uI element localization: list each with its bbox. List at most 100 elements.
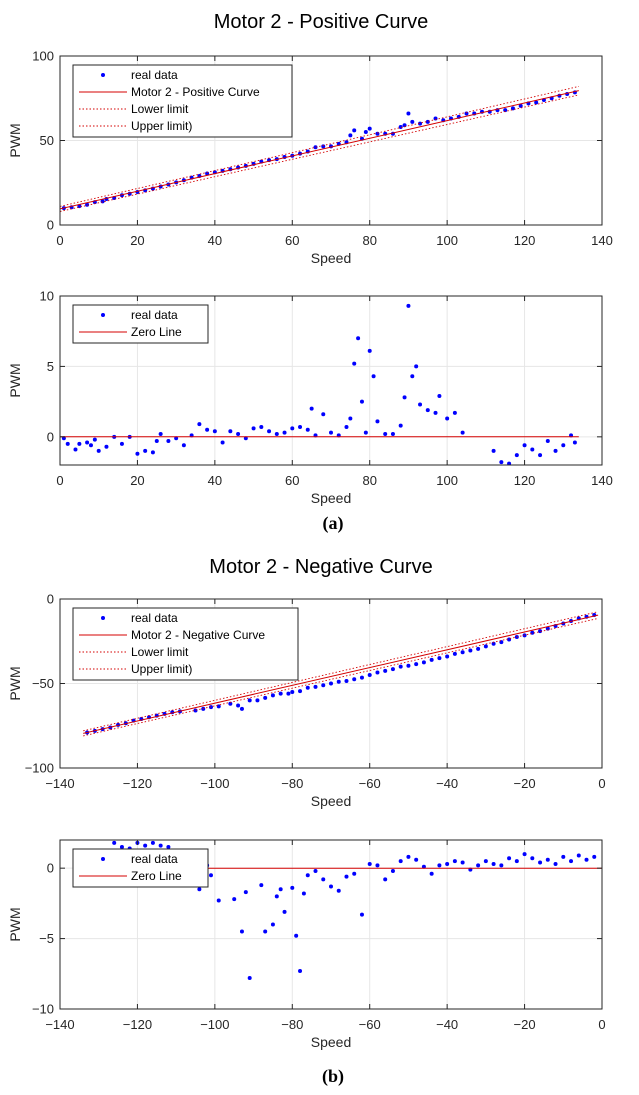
data-point [375, 670, 380, 675]
data-point [522, 443, 527, 448]
data-point [298, 689, 303, 694]
data-point [538, 629, 543, 634]
data-point [514, 859, 519, 864]
x-tick-label: 100 [436, 473, 458, 488]
data-point [510, 106, 515, 111]
data-point [309, 406, 314, 411]
data-point [239, 929, 244, 934]
data-point [545, 626, 550, 631]
data-point [553, 448, 558, 453]
data-point [220, 440, 225, 445]
data-point [545, 439, 550, 444]
data-point [286, 691, 291, 696]
data-point [418, 121, 423, 126]
data-point [437, 393, 442, 398]
chart-title: Motor 2 - Negative Curve [209, 556, 432, 578]
y-axis-label: PWM [7, 363, 23, 397]
legend-label: Upper limit) [131, 662, 192, 676]
data-point [73, 447, 78, 452]
data-point [290, 885, 295, 890]
data-point [92, 437, 97, 442]
data-point [491, 448, 496, 453]
data-point [259, 424, 264, 429]
data-point [367, 861, 372, 866]
data-point [348, 133, 353, 138]
data-point [452, 651, 457, 656]
data-point [514, 453, 519, 458]
data-point [468, 648, 473, 653]
data-point [414, 857, 419, 862]
figure-caption: (a) [323, 513, 344, 534]
data-point [216, 898, 221, 903]
data-point [371, 374, 376, 379]
legend: real data Motor 2 - Positive Curve Lower l… [72, 64, 293, 138]
data-point [158, 432, 163, 437]
data-point [414, 662, 419, 667]
data-point [367, 348, 372, 353]
data-point [530, 447, 535, 452]
x-tick-label: 140 [591, 473, 613, 488]
data-point [561, 443, 566, 448]
data-point [88, 443, 93, 448]
data-point [119, 845, 124, 850]
data-point [321, 683, 326, 688]
legend-label: Zero Line [131, 325, 182, 339]
x-tick-label: −140 [45, 776, 74, 791]
data-point [232, 897, 237, 902]
legend-label: Motor 2 - Positive Curve [131, 85, 260, 99]
data-point [119, 441, 124, 446]
x-tick-label: 80 [362, 473, 376, 488]
data-point [270, 693, 275, 698]
data-point [352, 128, 357, 133]
x-tick-label: −120 [123, 776, 152, 791]
legend-label: Motor 2 - Negative Curve [131, 628, 265, 642]
data-layer [60, 303, 579, 465]
data-point [592, 854, 597, 859]
y-tick-label: 0 [47, 218, 54, 233]
data-point [414, 364, 419, 369]
legend-marker [101, 857, 105, 861]
data-point [433, 410, 438, 415]
data-point [569, 859, 574, 864]
x-tick-label: −140 [45, 1017, 74, 1032]
x-tick-label: −60 [359, 776, 381, 791]
data-point [96, 448, 101, 453]
data-point [425, 408, 430, 413]
data-point [305, 873, 310, 878]
data-point [294, 933, 299, 938]
data-point [313, 684, 318, 689]
data-point [282, 909, 287, 914]
x-tick-label: 60 [285, 473, 299, 488]
data-point [85, 440, 90, 445]
data-point [576, 853, 581, 858]
limit-line [60, 94, 579, 212]
data-point [437, 863, 442, 868]
data-point [507, 461, 512, 465]
data-point [406, 854, 411, 859]
legend-box [72, 64, 293, 138]
fit-line [83, 614, 599, 734]
data-point [383, 668, 388, 673]
data-point [445, 861, 450, 866]
x-tick-label: 120 [514, 233, 536, 248]
data-point [344, 874, 349, 879]
data-point [193, 708, 198, 713]
data-point [398, 423, 403, 428]
y-tick-label: −10 [32, 1002, 54, 1017]
legend-marker [101, 73, 105, 77]
x-tick-label: 80 [362, 233, 376, 248]
data-point [363, 430, 368, 435]
x-tick-label: −120 [123, 1017, 152, 1032]
x-tick-label: −40 [436, 1017, 458, 1032]
data-point [538, 453, 543, 458]
data-point [336, 888, 341, 893]
data-point [290, 426, 295, 431]
data-point [228, 701, 233, 706]
legend-label: real data [131, 852, 178, 866]
data-point [363, 130, 368, 135]
x-tick-label: 0 [598, 1017, 605, 1032]
data-point [298, 968, 303, 973]
data-point [143, 448, 148, 453]
data-point [476, 646, 481, 651]
y-tick-label: 0 [47, 429, 54, 444]
